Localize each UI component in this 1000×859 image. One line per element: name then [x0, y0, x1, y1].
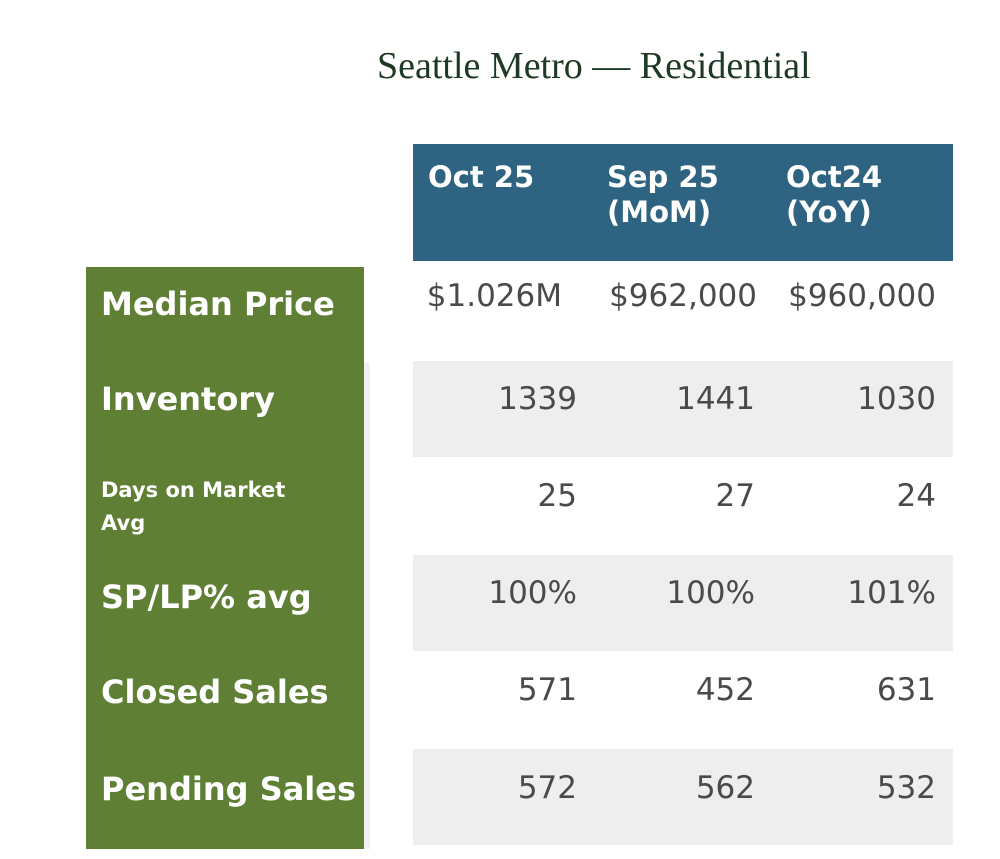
table-cell: 24 — [896, 478, 936, 514]
table-cell: 100% — [666, 575, 755, 611]
row-band-sp-lp — [413, 555, 953, 651]
table-cell: 572 — [517, 770, 577, 806]
column-header-oct-25: Oct 25 — [428, 160, 534, 195]
column-header-line: Sep 25 — [607, 160, 719, 194]
row-label-pending-sales: Pending Sales — [101, 770, 356, 808]
table-cell: $1.026M — [426, 278, 562, 314]
row-label-line: Avg — [101, 511, 146, 535]
row-label-days-on-market: Days on Market Avg — [101, 474, 285, 540]
table-cell: 631 — [876, 672, 936, 708]
table-cell: 25 — [537, 478, 577, 514]
column-header-line: Oct 25 — [428, 160, 535, 194]
table-cell: 1339 — [498, 381, 577, 417]
column-header-oct24: Oct24 (YoY) — [786, 160, 882, 230]
table-cell: 571 — [517, 672, 577, 708]
row-band-inventory — [413, 361, 953, 457]
table-cell: 532 — [876, 770, 936, 806]
table-cell: 27 — [715, 478, 755, 514]
table-cell: 101% — [847, 575, 936, 611]
row-band-pending-sales — [413, 749, 953, 845]
column-header-subline: (MoM) — [607, 195, 712, 229]
row-label-line: Days on Market — [101, 478, 286, 502]
label-column-edge — [364, 363, 370, 849]
table-cell: 100% — [488, 575, 577, 611]
table-cell: 1030 — [857, 381, 936, 417]
table-cell: 452 — [695, 672, 755, 708]
table-cell: $960,000 — [788, 278, 936, 314]
column-header-subline: (YoY) — [786, 195, 872, 229]
row-label-sp-lp: SP/LP% avg — [101, 578, 312, 616]
row-label-closed-sales: Closed Sales — [101, 673, 329, 711]
column-header-line: Oct24 — [786, 160, 883, 194]
row-label-column — [86, 267, 364, 849]
column-header-sep-25: Sep 25 (MoM) — [607, 160, 719, 230]
row-label-median-price: Median Price — [101, 285, 335, 323]
table-cell: 1441 — [676, 381, 755, 417]
table-cell: 562 — [695, 770, 755, 806]
table-cell: $962,000 — [609, 278, 757, 314]
row-label-inventory: Inventory — [101, 380, 275, 418]
table-header — [413, 144, 953, 261]
page-title: Seattle Metro — Residential — [377, 45, 811, 87]
